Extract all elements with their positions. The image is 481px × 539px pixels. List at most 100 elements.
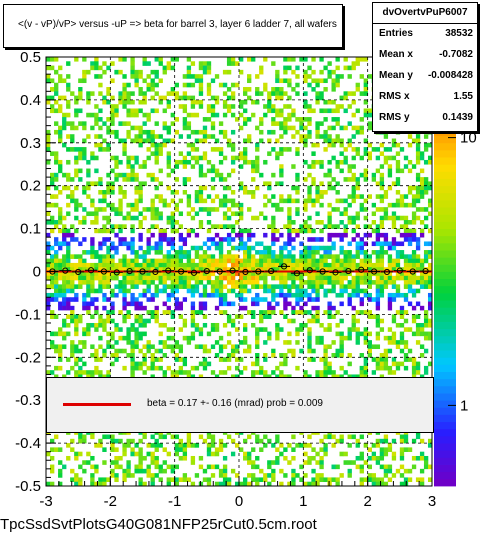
heatmap-cell — [395, 250, 401, 255]
heatmap-cell — [102, 189, 107, 195]
profile-point — [229, 267, 236, 274]
heatmap-cell — [102, 292, 107, 298]
heatmap-cell — [234, 344, 240, 350]
heatmap-cell — [263, 370, 268, 375]
heatmap-cell — [411, 314, 417, 319]
heatmap-cell — [379, 464, 385, 470]
heatmap-cell — [50, 254, 55, 259]
heatmap-cell — [114, 455, 119, 461]
heatmap-cell — [383, 451, 389, 457]
heatmap-cell — [423, 142, 429, 148]
palette-step — [434, 385, 456, 394]
heatmap-cell — [206, 331, 212, 337]
heatmap-cell — [122, 447, 127, 452]
heatmap-cell — [170, 228, 175, 234]
heatmap-cell — [86, 250, 91, 255]
heatmap-cell — [271, 288, 276, 294]
heatmap-cell — [102, 121, 107, 126]
heatmap-cell — [218, 172, 224, 178]
heatmap-cell — [395, 322, 401, 328]
heatmap-cell — [303, 104, 308, 109]
heatmap-cell — [271, 224, 276, 229]
heatmap-cell — [178, 477, 184, 483]
heatmap-cell — [363, 172, 368, 178]
heatmap-cell — [379, 194, 385, 199]
heatmap-cell — [255, 91, 260, 96]
heatmap-cell — [126, 267, 131, 272]
heatmap-cell — [206, 245, 212, 251]
heatmap-cell — [383, 280, 389, 285]
heatmap-cell — [106, 65, 111, 71]
heatmap-cell — [190, 365, 196, 371]
heatmap-cell — [287, 318, 292, 324]
heatmap-cell — [150, 224, 155, 229]
heatmap-cell — [198, 207, 204, 212]
heatmap-cell — [375, 258, 381, 264]
heatmap-cell — [210, 451, 216, 457]
heatmap-cell — [130, 65, 135, 71]
heatmap-cell — [327, 99, 332, 105]
heatmap-cell — [114, 108, 119, 114]
heatmap-cell — [98, 477, 103, 483]
heatmap-cell — [58, 125, 63, 131]
axes: -3 -2 -1 0 1 2 3-0.5-0.4-0.3-0.2-0.100.10.20.3… — [15, 49, 436, 510]
heatmap-cell — [403, 267, 409, 272]
heatmap-cell — [198, 91, 204, 96]
heatmap-cell — [363, 138, 368, 144]
heatmap-cell — [186, 95, 192, 101]
heatmap-cell — [134, 159, 139, 165]
heatmap-cell — [331, 477, 336, 483]
heatmap-cell — [178, 104, 184, 109]
heatmap-cell — [291, 477, 296, 483]
heatmap-cell — [46, 370, 51, 375]
heatmap-cell — [323, 271, 328, 277]
heatmap-cell — [202, 322, 208, 328]
heatmap-cell — [158, 237, 163, 242]
heatmap-cell — [114, 348, 119, 354]
heatmap-cell — [202, 344, 208, 350]
heatmap-cell — [146, 468, 151, 474]
palette-step — [434, 128, 456, 137]
heatmap-cell — [367, 271, 372, 277]
heatmap-cell — [138, 224, 143, 229]
heatmap-cell — [90, 91, 95, 96]
heatmap-cell — [239, 271, 244, 277]
heatmap-cell — [122, 451, 127, 457]
heatmap-cell — [218, 301, 224, 307]
heatmap-cell — [247, 74, 252, 79]
heatmap-cell — [279, 451, 284, 457]
heatmap-cell — [170, 121, 175, 126]
heatmap-cell — [122, 288, 127, 294]
heatmap-cell — [243, 305, 248, 311]
heatmap-cell — [98, 284, 103, 289]
heatmap-cell — [331, 224, 336, 229]
heatmap-cell — [90, 245, 95, 251]
heatmap-cell — [166, 215, 171, 221]
heatmap-cell — [202, 138, 208, 144]
heatmap-cell — [210, 443, 216, 448]
heatmap-cell — [58, 357, 63, 362]
heatmap-cell — [295, 82, 300, 88]
heatmap-cell — [283, 245, 288, 251]
heatmap-cell — [54, 314, 59, 319]
heatmap-cell — [186, 82, 192, 88]
heatmap-cell — [94, 134, 99, 139]
heatmap-cell — [331, 78, 336, 84]
heatmap-cell — [251, 232, 256, 238]
heatmap-cell — [222, 215, 228, 221]
heatmap-cell — [230, 189, 236, 195]
heatmap-cell — [415, 142, 421, 148]
heatmap-cell — [319, 121, 324, 126]
heatmap-cell — [122, 468, 127, 474]
heatmap-cell — [367, 280, 372, 285]
heatmap-cell — [371, 344, 377, 350]
heatmap-cell — [403, 365, 409, 371]
heatmap-cell — [287, 194, 292, 199]
heatmap-cell — [263, 280, 268, 285]
heatmap-cell — [226, 87, 232, 92]
heatmap-cell — [327, 254, 332, 259]
heatmap-cell — [138, 318, 143, 324]
heatmap-cell — [251, 447, 256, 452]
heatmap-cell — [283, 374, 288, 380]
heatmap-cell — [162, 258, 167, 264]
